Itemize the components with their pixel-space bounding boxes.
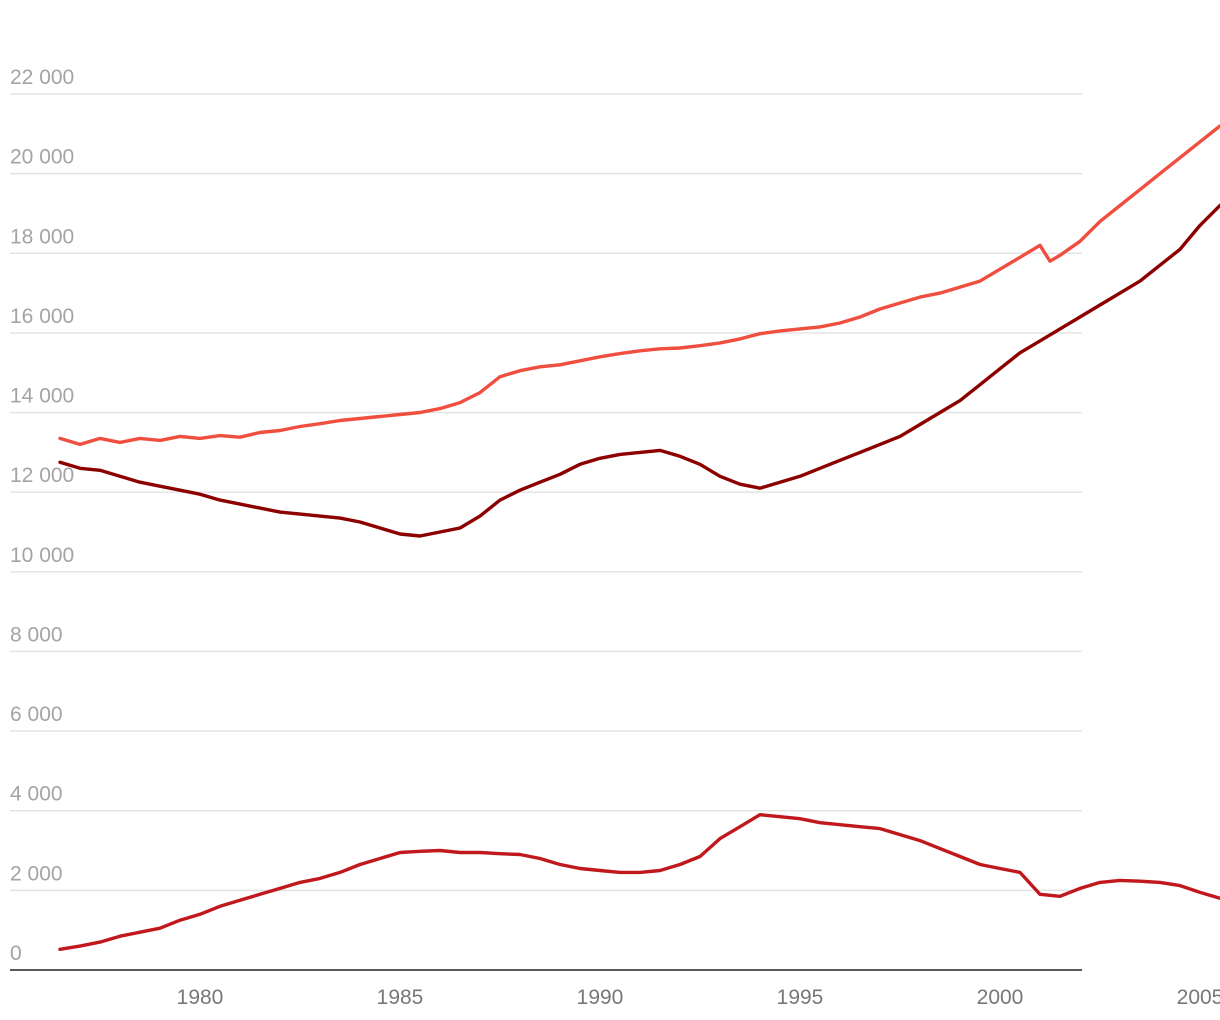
y-tick-label: 18 000 — [10, 225, 74, 248]
y-tick-label: 0 — [10, 942, 22, 965]
y-tick-label: 10 000 — [10, 544, 74, 567]
y-axis-tick-labels: 0 2 000 4 000 6 000 8 000 10 000 12 000 14 000 1… — [10, 66, 74, 965]
y-tick-label: 20 000 — [10, 146, 74, 169]
x-axis-tick-labels: 198019851990199520002005201020152020 — [177, 986, 1220, 1009]
series-line-ocupados — [58, 203, 1220, 538]
y-tick-label: 2 000 — [10, 862, 63, 885]
y-tick-label: 22 000 — [10, 66, 74, 89]
x-tick-label: 2000 — [977, 986, 1024, 1009]
y-tick-label: 12 000 — [10, 464, 74, 487]
y-tick-label: 16 000 — [10, 305, 74, 328]
series-line-activos — [58, 123, 1220, 447]
y-tick-label: 14 000 — [10, 385, 74, 408]
x-tick-label: 1995 — [777, 986, 824, 1009]
y-tick-label: 4 000 — [10, 783, 63, 806]
gridlines — [10, 93, 1082, 892]
y-tick-label: 8 000 — [10, 623, 63, 646]
x-tick-label: 2005 — [1177, 986, 1220, 1009]
x-tick-label: 1990 — [577, 986, 624, 1009]
x-tick-label: 1985 — [377, 986, 424, 1009]
x-tick-label: 1980 — [177, 986, 224, 1009]
y-tick-label: 6 000 — [10, 703, 63, 726]
series-lines — [58, 123, 1220, 951]
series-line-parados — [58, 813, 1220, 951]
